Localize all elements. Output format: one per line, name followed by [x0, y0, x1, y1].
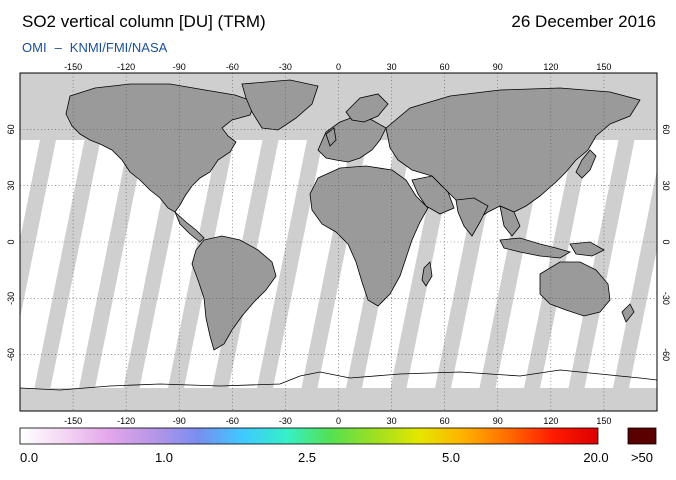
- japan: [575, 149, 597, 179]
- orbit-gap-stripe: [34, 140, 101, 388]
- greenland: [241, 79, 319, 131]
- lat-tick-label-left: 0: [6, 239, 16, 244]
- colorbar: [19, 427, 599, 445]
- colorbar-label-2: 2.5: [297, 450, 317, 465]
- map-date: 26 December 2016: [511, 12, 656, 31]
- lat-tick-label-right: -30: [661, 292, 671, 305]
- graticule: [20, 73, 657, 411]
- lon-tick-label-top: -30: [279, 62, 292, 72]
- colorbar-label-5: >50: [630, 450, 654, 465]
- colorbar-label-1: 1.0: [154, 450, 174, 465]
- lon-tick-label-top: -150: [64, 62, 82, 72]
- lon-tick-label-top: 0: [336, 62, 341, 72]
- map-frame: [19, 72, 658, 412]
- colorbar-overflow: [627, 427, 657, 445]
- lon-tick-label-top: 150: [596, 62, 611, 72]
- lon-tick-label-top: -90: [173, 62, 186, 72]
- lat-tick-label-right: -60: [661, 348, 671, 361]
- lon-tick-label-bottom: -90: [173, 416, 186, 426]
- lon-tick-label-bottom: 150: [596, 416, 611, 426]
- orbit-gap-stripe: [257, 140, 323, 388]
- lon-tick-label-bottom: 0: [336, 416, 341, 426]
- lat-tick-label-left: -30: [6, 292, 16, 305]
- land-masses: [65, 79, 641, 351]
- new-zealand: [621, 303, 635, 323]
- europe: [317, 115, 387, 163]
- lon-tick-label-top: 30: [387, 62, 397, 72]
- lon-tick-label-bottom: -60: [226, 416, 239, 426]
- scandinavia: [345, 93, 389, 123]
- south-america: [191, 235, 277, 351]
- credit-line: OMI – KNMI/FMI/NASA: [22, 40, 167, 55]
- axis-ticks: -150 -150 -120 -120 -90 -90 -60 -60 -30 -30 0 0 30 30…: [6, 62, 671, 426]
- lon-tick-label-bottom: 90: [493, 416, 503, 426]
- lon-tick-label-bottom: 60: [440, 416, 450, 426]
- lon-tick-label-bottom: -120: [117, 416, 135, 426]
- lon-tick-label-bottom: -150: [64, 416, 82, 426]
- lon-tick-label-top: -120: [117, 62, 135, 72]
- lat-tick-label-left: 60: [6, 124, 16, 134]
- orbit-gap-stripe: [613, 169, 657, 388]
- asia: [385, 87, 641, 221]
- lon-tick-label-top: -60: [226, 62, 239, 72]
- orbit-gap-stripe: [568, 140, 635, 388]
- lon-tick-label-bottom: 120: [543, 416, 558, 426]
- lon-tick-label-bottom: 30: [387, 416, 397, 426]
- colorbar-label-0: 0.0: [20, 450, 39, 465]
- orbit-gap-stripe: [20, 140, 56, 319]
- madagascar: [421, 261, 433, 287]
- southeast-asia: [499, 205, 521, 237]
- colorbar-label-3: 5.0: [441, 450, 461, 465]
- lat-tick-label-right: 0: [661, 239, 671, 244]
- orbit-gap-stripe: [79, 140, 145, 388]
- africa: [309, 165, 429, 307]
- colorbar-label-4: 20.0: [583, 450, 609, 465]
- orbit-gaps: [20, 140, 657, 388]
- antarctica-outline: [20, 369, 657, 391]
- lat-tick-label-left: -60: [6, 348, 16, 361]
- map-title: SO2 vertical column [DU] (TRM): [22, 12, 266, 31]
- india: [455, 197, 489, 237]
- credit-separator: –: [54, 40, 62, 55]
- credit-agencies: KNMI/FMI/NASA: [69, 40, 168, 55]
- lat-tick-label-right: 30: [661, 181, 671, 191]
- australia: [539, 261, 611, 317]
- lon-tick-label-top: 120: [543, 62, 558, 72]
- lat-tick-label-left: 30: [6, 181, 16, 191]
- british-isles: [325, 127, 337, 147]
- lat-tick-label-right: 60: [661, 124, 671, 134]
- north-america: [65, 83, 256, 213]
- new-guinea: [569, 241, 605, 257]
- indonesia: [499, 237, 571, 259]
- lon-tick-label-top: 60: [440, 62, 450, 72]
- central-america: [174, 211, 205, 243]
- lon-tick-label-top: 90: [493, 62, 503, 72]
- credit-omi: OMI: [22, 40, 47, 55]
- lon-tick-label-bottom: -30: [279, 416, 292, 426]
- map-content: [20, 73, 657, 411]
